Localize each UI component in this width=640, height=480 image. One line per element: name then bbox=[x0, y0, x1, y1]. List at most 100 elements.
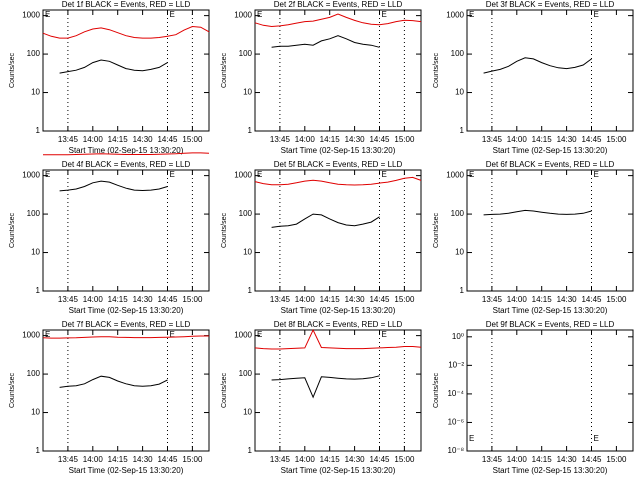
data-line bbox=[42, 335, 209, 339]
y-tick-label: 10⁻⁶ bbox=[448, 418, 464, 427]
y-tick-label: 10 bbox=[31, 248, 40, 257]
x-tick-label: 14:00 bbox=[295, 135, 316, 144]
y-tick-label: 1 bbox=[36, 126, 41, 135]
chart-title: Det 1f BLACK = Events, RED = LLD bbox=[62, 0, 191, 9]
x-tick-label: 15:00 bbox=[606, 295, 627, 304]
y-tick-label: 10⁻² bbox=[448, 360, 464, 369]
y-tick-label: 10 bbox=[243, 248, 252, 257]
x-tick-label: 15:00 bbox=[182, 135, 203, 144]
data-line bbox=[254, 176, 422, 186]
y-tick-label: 10 bbox=[455, 88, 464, 97]
data-line bbox=[59, 59, 168, 74]
x-tick-label: 14:45 bbox=[581, 455, 602, 464]
annotation: E bbox=[170, 10, 175, 19]
x-axis-label: Start Time (02-Sep-15 13:30:20) bbox=[69, 306, 184, 315]
x-tick-label: 13:45 bbox=[270, 455, 291, 464]
annotation: E bbox=[45, 170, 50, 179]
y-tick-label: 100 bbox=[239, 369, 253, 378]
x-tick-label: 14:30 bbox=[345, 135, 366, 144]
x-axis-label: Start Time (02-Sep-15 13:30:20) bbox=[69, 146, 184, 155]
y-tick-label: 100 bbox=[27, 369, 41, 378]
y-axis-label: Counts/sec bbox=[9, 212, 16, 248]
data-line bbox=[271, 35, 380, 48]
y-tick-label: 1 bbox=[248, 126, 253, 135]
x-tick-label: 14:15 bbox=[532, 455, 553, 464]
annotation: E bbox=[382, 10, 387, 19]
annotation: E bbox=[382, 170, 387, 179]
y-tick-label: 1 bbox=[460, 286, 465, 295]
annotation: E bbox=[257, 170, 262, 179]
data-line bbox=[271, 375, 380, 399]
x-tick-label: 14:15 bbox=[532, 135, 553, 144]
x-tick-label: 14:00 bbox=[83, 295, 104, 304]
x-tick-label: 13:45 bbox=[58, 295, 79, 304]
x-tick-label: 13:45 bbox=[58, 455, 79, 464]
x-tick-label: 13:45 bbox=[270, 135, 291, 144]
data-line bbox=[271, 213, 380, 228]
x-tick-label: 15:00 bbox=[394, 455, 415, 464]
x-tick-label: 15:00 bbox=[182, 455, 203, 464]
annotation: E bbox=[469, 434, 474, 443]
x-tick-label: 15:00 bbox=[182, 295, 203, 304]
x-tick-label: 14:15 bbox=[532, 295, 553, 304]
y-tick-label: 100 bbox=[451, 209, 465, 218]
y-tick-label: 10⁰ bbox=[452, 332, 464, 341]
y-axis-label: Counts/sec bbox=[221, 212, 228, 248]
y-tick-label: 1000 bbox=[22, 11, 40, 20]
x-tick-label: 14:30 bbox=[557, 135, 578, 144]
y-axis-label: Counts/sec bbox=[9, 52, 16, 88]
x-axis-label: Start Time (02-Sep-15 13:30:20) bbox=[493, 146, 608, 155]
annotation: E bbox=[469, 170, 474, 179]
y-tick-label: 10⁻⁸ bbox=[448, 446, 465, 455]
annotation: E bbox=[257, 330, 262, 339]
x-tick-label: 14:15 bbox=[108, 295, 129, 304]
x-tick-label: 14:30 bbox=[133, 135, 154, 144]
data-line bbox=[43, 152, 210, 156]
x-axis-label: Start Time (02-Sep-15 13:30:20) bbox=[281, 306, 396, 315]
x-tick-label: 15:00 bbox=[394, 135, 415, 144]
x-tick-label: 13:45 bbox=[58, 135, 79, 144]
y-tick-label: 10 bbox=[31, 88, 40, 97]
x-axis-label: Start Time (02-Sep-15 13:30:20) bbox=[281, 146, 396, 155]
x-tick-label: 15:00 bbox=[606, 135, 627, 144]
annotation: E bbox=[170, 330, 175, 339]
y-axis-label: Counts/sec bbox=[433, 212, 440, 248]
x-tick-label: 14:15 bbox=[320, 295, 341, 304]
x-tick-label: 14:30 bbox=[345, 295, 366, 304]
x-axis-label: Start Time (02-Sep-15 13:30:20) bbox=[493, 306, 608, 315]
annotation: E bbox=[170, 170, 175, 179]
data-line bbox=[42, 25, 210, 39]
y-tick-label: 1000 bbox=[446, 171, 464, 180]
x-tick-label: 14:45 bbox=[369, 135, 390, 144]
plot-frame bbox=[466, 9, 634, 132]
x-tick-label: 13:45 bbox=[482, 135, 503, 144]
chart-title: Det 7f BLACK = Events, RED = LLD bbox=[62, 320, 191, 329]
y-tick-label: 100 bbox=[451, 49, 465, 58]
y-tick-label: 1000 bbox=[446, 11, 464, 20]
x-tick-label: 14:30 bbox=[557, 455, 578, 464]
y-axis-label: Counts/sec bbox=[9, 372, 16, 408]
x-tick-label: 14:30 bbox=[345, 455, 366, 464]
annotation: E bbox=[257, 10, 262, 19]
chart-title: Det 9f BLACK = Events, RED = LLD bbox=[486, 320, 615, 329]
x-tick-label: 14:30 bbox=[557, 295, 578, 304]
x-tick-label: 14:30 bbox=[133, 295, 154, 304]
plot-frame bbox=[42, 9, 210, 132]
x-tick-label: 13:45 bbox=[482, 455, 503, 464]
annotation: E bbox=[469, 10, 474, 19]
x-tick-label: 14:00 bbox=[507, 295, 528, 304]
y-tick-label: 1000 bbox=[234, 331, 252, 340]
y-tick-label: 10 bbox=[243, 88, 252, 97]
y-axis-label: Counts/sec bbox=[433, 372, 440, 408]
x-tick-label: 14:15 bbox=[108, 455, 129, 464]
y-tick-label: 10 bbox=[31, 408, 40, 417]
plot-frame bbox=[42, 329, 210, 452]
x-tick-label: 14:45 bbox=[157, 135, 178, 144]
x-tick-label: 14:00 bbox=[507, 135, 528, 144]
x-axis-label: Start Time (02-Sep-15 13:30:20) bbox=[281, 466, 396, 475]
y-tick-label: 1000 bbox=[234, 171, 252, 180]
data-line bbox=[254, 328, 422, 350]
plot-frame bbox=[466, 169, 634, 292]
x-tick-label: 14:45 bbox=[581, 295, 602, 304]
